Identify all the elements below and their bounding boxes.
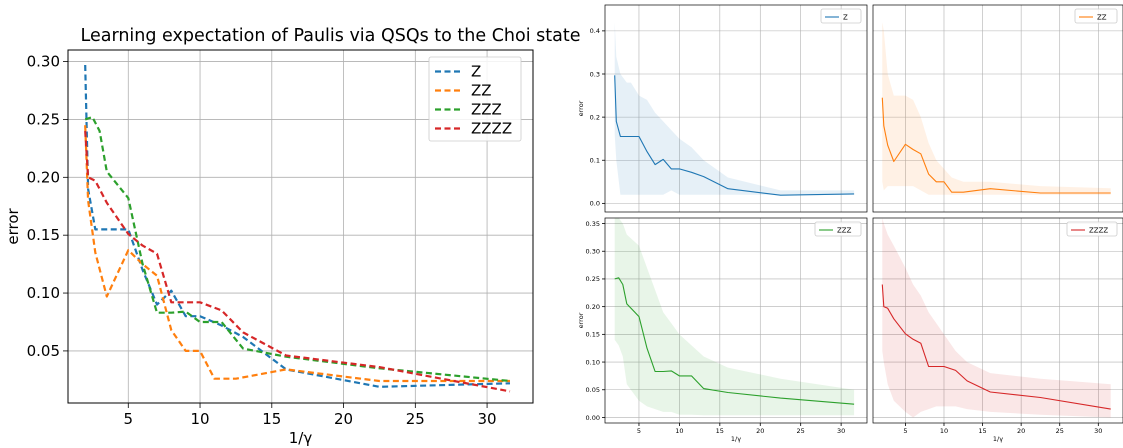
series-line-zzzz (881, 284, 1111, 410)
y-tick-label: 0.4 (590, 27, 600, 35)
series-line-zzzz (84, 130, 511, 393)
axes-frame (67, 49, 534, 404)
series-line-zzz (614, 277, 855, 405)
series-line-z (84, 64, 511, 388)
chart-panel-1: 0.0 0.1 0.2 0.3 0.4 error Z (577, 4, 868, 213)
x-tick-label: 10 (190, 410, 209, 428)
series-band-zzz (614, 218, 855, 416)
y-tick-label: 0.25 (586, 275, 600, 283)
legend: Z (820, 8, 862, 24)
axes-frame (872, 4, 1123, 213)
y-tick-label: 0.35 (586, 220, 600, 228)
x-tick-label: 15 (716, 427, 724, 435)
y-axis-label: error (4, 208, 22, 245)
legend: ZZZ (814, 221, 862, 237)
axes-frame (604, 4, 868, 213)
legend: ZZ (1074, 8, 1118, 24)
x-tick-label: 30 (837, 427, 845, 435)
y-tick-label: 0.00 (586, 414, 600, 422)
legend-label-zz: ZZ (471, 82, 492, 100)
y-tick-label: 0.3 (590, 70, 600, 78)
x-tick-label: 15 (978, 427, 986, 435)
x-tick-label: 25 (797, 427, 805, 435)
y-tick-label: 0.2 (590, 113, 600, 121)
y-tick-label: 0.30 (586, 248, 600, 256)
y-tick-label: 0.15 (586, 331, 600, 339)
series-line-zz (881, 97, 1111, 194)
legend: ZZZZ (1066, 221, 1118, 237)
chart-panel-0: 5 10 15 20 25 30 0.05 0.10 0.15 0.20 0.25 0.30 Learn… (4, 26, 580, 447)
x-tick-label: 20 (1017, 427, 1025, 435)
x-tick-label: 10 (940, 427, 948, 435)
x-axis-label: 1/γ (289, 429, 313, 447)
y-tick-label: 0.05 (586, 386, 600, 394)
y-tick-label: 0.25 (27, 110, 60, 128)
x-tick-label: 5 (124, 410, 134, 428)
legend-label-zz: ZZ (1097, 14, 1107, 22)
y-axis-label: error (577, 312, 585, 328)
x-tick-label: 5 (637, 427, 641, 435)
y-tick-label: 0.1 (590, 157, 600, 165)
y-tick-label: 0.20 (27, 168, 60, 186)
y-tick-label: 0.20 (586, 303, 600, 311)
y-tick-label: 0.30 (27, 53, 60, 71)
x-axis-label: 1/γ (993, 435, 1003, 443)
y-axis-label: error (577, 100, 585, 116)
chart-panel-2: ZZ (872, 4, 1123, 213)
chart-panel-4: 5 10 15 20 25 30 1/γ ZZZZ (872, 217, 1123, 443)
y-tick-label: 0.10 (27, 284, 60, 302)
axes-frame (604, 217, 868, 424)
x-tick-label: 25 (1056, 427, 1064, 435)
x-tick-label: 20 (334, 410, 353, 428)
series-line-z (614, 75, 855, 196)
x-tick-label: 15 (262, 410, 281, 428)
x-tick-label: 5 (903, 427, 907, 435)
legend-label-zzz: ZZZ (837, 227, 852, 235)
y-tick-label: 0.05 (27, 342, 60, 360)
legend-label-zzz: ZZZ (471, 101, 502, 119)
axes-frame (872, 217, 1123, 424)
y-tick-label: 0.15 (27, 226, 60, 244)
x-tick-label: 30 (478, 410, 497, 428)
x-tick-label: 20 (756, 427, 764, 435)
series-band-zzzz (882, 218, 1111, 418)
y-tick-label: 0.10 (586, 358, 600, 366)
series-band-zz (882, 22, 1111, 195)
x-axis-label: 1/γ (731, 435, 741, 443)
y-tick-label: 0.0 (590, 200, 600, 208)
chart-title: Learning expectation of Paulis via QSQs … (81, 26, 581, 46)
legend-label-z: Z (843, 14, 848, 22)
legend-label-zzzz: ZZZZ (471, 120, 512, 138)
series-line-zz (84, 125, 510, 383)
x-tick-label: 10 (675, 427, 683, 435)
legend-label-z: Z (471, 63, 481, 81)
chart-panel-3: 5 10 15 20 25 30 0.00 0.05 0.10 0.15 0.20 0.25 0.30 0… (577, 217, 868, 443)
x-tick-label: 25 (406, 410, 425, 428)
series-line-zzz (84, 115, 511, 383)
series-band-z (614, 22, 855, 195)
x-tick-label: 30 (1094, 427, 1102, 435)
legend-label-zzzz: ZZZZ (1089, 227, 1108, 235)
